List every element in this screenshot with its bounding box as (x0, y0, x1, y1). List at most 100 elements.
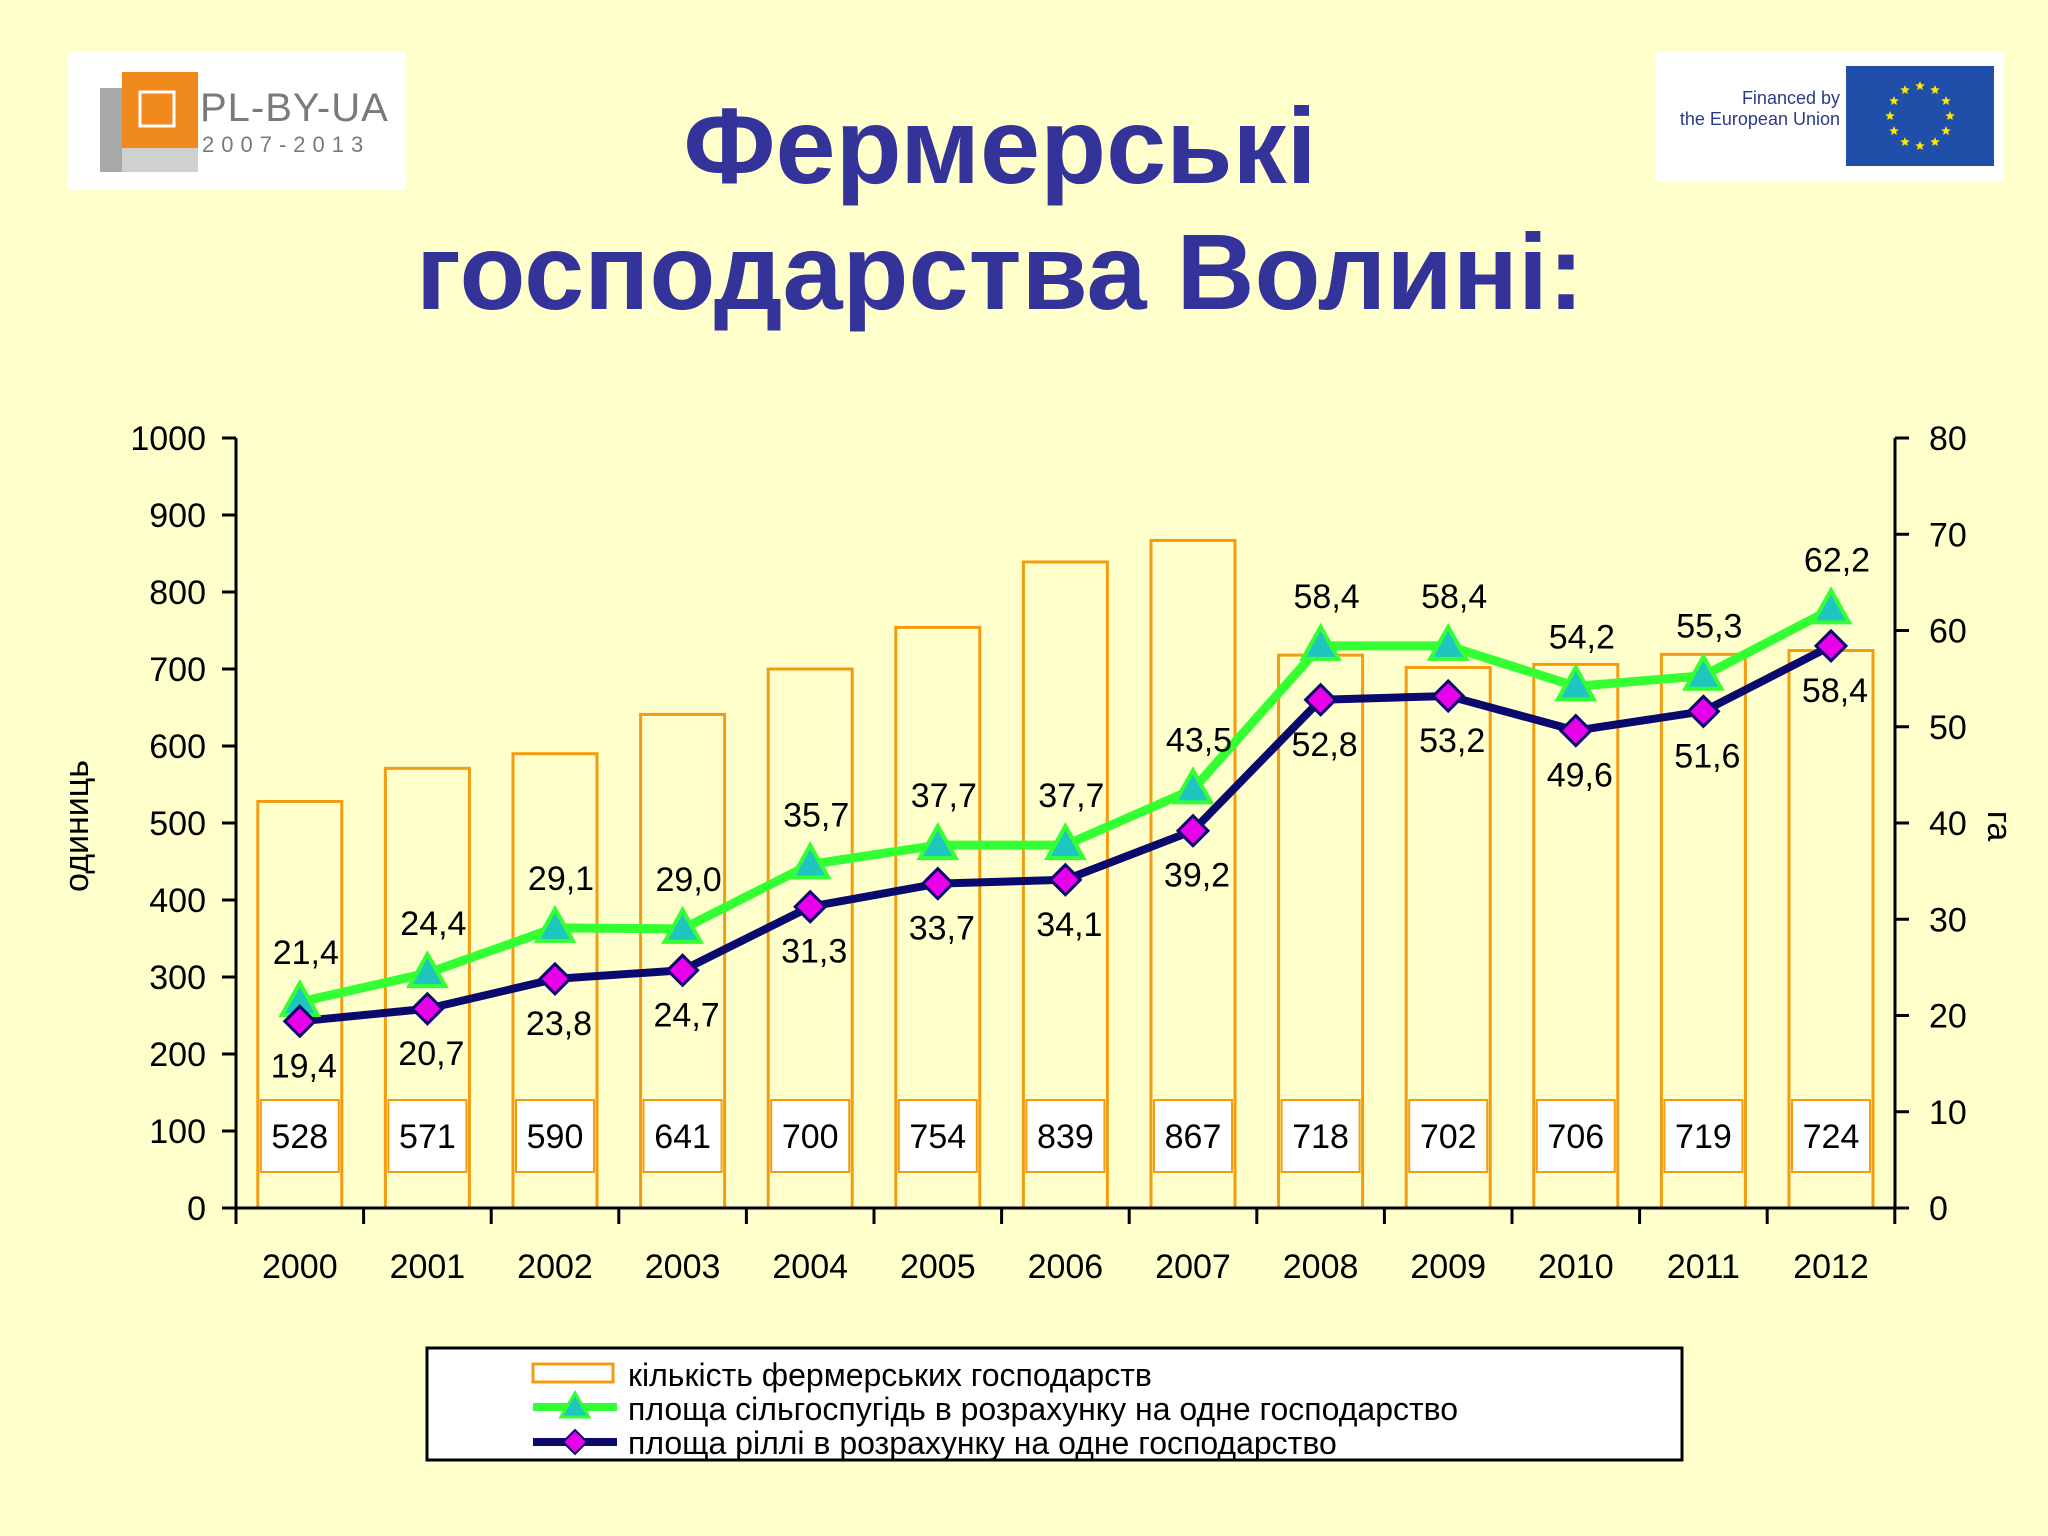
triangle-marker (1426, 622, 1470, 661)
bar-value-box (1663, 1099, 1744, 1173)
bar-value-label: 867 (1165, 1118, 1222, 1156)
label-arable-land: 53,2 (1419, 722, 1485, 760)
label-arable-land: 34,1 (1036, 906, 1102, 944)
legend-label-green: площа сільгоспугідь в розрахунку на одне… (628, 1391, 1458, 1427)
x-tick-label: 2000 (262, 1248, 338, 1286)
label-agricultural-land: 58,4 (1294, 578, 1360, 616)
label-agricultural-land: 62,2 (1804, 541, 1870, 579)
label-agricultural-land: 55,3 (1676, 608, 1742, 646)
x-tick-label: 2008 (1283, 1248, 1359, 1286)
diamond-marker (1558, 713, 1593, 748)
legend-diamond-icon (561, 1428, 589, 1456)
bar-value-box (897, 1099, 978, 1173)
label-arable-land: 49,6 (1547, 757, 1613, 795)
bar-value-box (515, 1099, 595, 1173)
y-tick-label-left: 400 (149, 882, 206, 920)
bar-value-label: 724 (1803, 1118, 1860, 1156)
label-agricultural-land: 24,4 (400, 905, 466, 943)
y-tick-label-left: 900 (149, 497, 206, 535)
triangle-marker (1299, 622, 1343, 661)
label-arable-land: 33,7 (909, 910, 975, 948)
pl-by-ua-logo: PL-BY-UA 2007-2013 (68, 52, 406, 190)
triangle-marker (1809, 586, 1853, 625)
data-labels-group: 21,4 24,4 29,1 29,0 35,7 37,7 37,7 43,5 58,4 58,4… (271, 541, 1870, 1085)
bar-value-box (1280, 1099, 1361, 1173)
eu-star-icon (1900, 137, 1910, 146)
diamond-marker (1175, 813, 1211, 848)
bar-value-label: 754 (909, 1118, 966, 1156)
eu-star-icon (1889, 126, 1899, 135)
label-agricultural-land: 58,4 (1421, 578, 1487, 616)
y-tick-label-left: 500 (149, 805, 206, 843)
legend-bar-swatch (531, 1362, 615, 1384)
diamond-marker (793, 889, 828, 924)
triangle-marker (1681, 652, 1725, 691)
pl-by-ua-logo-mark (100, 72, 198, 172)
triangle-marker (533, 904, 577, 943)
bar-value-label: 702 (1420, 1118, 1477, 1156)
eu-star-icon (1930, 137, 1940, 146)
eu-star-icon (1885, 111, 1895, 120)
bar-value-box (642, 1099, 723, 1173)
bar-value-box (770, 1099, 851, 1173)
x-tick-label: 2012 (1793, 1248, 1869, 1286)
y-tick-label-right: 20 (1929, 998, 1967, 1036)
triangle-marker (405, 950, 449, 989)
y-tick-label-right: 0 (1929, 1190, 1948, 1228)
bar-value-box (387, 1099, 468, 1173)
label-agricultural-land: 37,7 (1038, 777, 1104, 815)
triangle-marker (1554, 663, 1598, 702)
eu-star-icon (1941, 96, 1951, 105)
bar-value-label: 839 (1037, 1118, 1094, 1156)
bar-value-label: 718 (1292, 1118, 1349, 1156)
y-tick-label-right: 40 (1929, 805, 1967, 843)
label-agricultural-land: 43,5 (1166, 721, 1232, 759)
y-tick-label-right: 80 (1929, 420, 1967, 458)
legend-triangle-icon (558, 1390, 592, 1419)
label-agricultural-land: 35,7 (783, 796, 849, 834)
label-arable-land: 52,8 (1292, 726, 1358, 764)
diamond-marker (920, 866, 955, 901)
page-title-line2: господарства Волині: (415, 211, 1584, 332)
y-tick-label-left: 0 (187, 1190, 206, 1228)
label-agricultural-land: 21,4 (273, 934, 339, 972)
eu-funding-text: Financed by the European Union (1664, 88, 1840, 130)
label-arable-land: 31,3 (781, 933, 847, 971)
triangle-marker (1043, 822, 1087, 861)
x-tick-label: 2003 (645, 1248, 721, 1286)
axes-group: 0 100 200 300 400 500 600 700 800 900 1000 0 10 20 30 4… (130, 420, 1966, 1286)
bar-value-box (1791, 1099, 1871, 1173)
label-arable-land: 24,7 (654, 996, 720, 1034)
y-tick-label-right: 30 (1929, 901, 1967, 939)
triangle-marker (661, 905, 705, 944)
page-title-line1: Фермерські (683, 85, 1317, 206)
eu-star-icon (1945, 111, 1955, 120)
y-tick-label-left: 700 (149, 651, 206, 689)
legend-box (425, 1346, 1684, 1462)
bar-value-label: 700 (782, 1118, 839, 1156)
bar-value-label: 590 (527, 1118, 584, 1156)
diamond-marker (1303, 682, 1338, 717)
bar-value-box (1025, 1099, 1106, 1173)
y-tick-label-left: 300 (149, 959, 206, 997)
x-tick-label: 2010 (1538, 1248, 1614, 1286)
y-tick-label-left: 100 (149, 1113, 206, 1151)
label-agricultural-land: 54,2 (1549, 618, 1615, 656)
eu-star-icon (1915, 81, 1925, 90)
logo-name: PL-BY-UA (200, 86, 389, 130)
eu-funding-line1: Financed by (1741, 88, 1840, 108)
bar-value-box (1408, 1099, 1489, 1173)
y-tick-label-right: 50 (1929, 709, 1967, 747)
bar-value-label: 528 (271, 1118, 328, 1156)
x-tick-label: 2002 (517, 1248, 593, 1286)
y-tick-label-left: 800 (149, 574, 206, 612)
y-tick-label-left: 1000 (130, 420, 206, 458)
label-agricultural-land: 29,1 (528, 860, 594, 898)
diamond-marker (1813, 628, 1849, 664)
eu-star-icon (1889, 96, 1899, 105)
bar-value-label: 571 (399, 1118, 456, 1156)
legend: кількість фермерських господарств площа … (425, 1346, 1684, 1462)
lines-group (278, 586, 1853, 1039)
x-tick-label: 2011 (1667, 1248, 1740, 1286)
